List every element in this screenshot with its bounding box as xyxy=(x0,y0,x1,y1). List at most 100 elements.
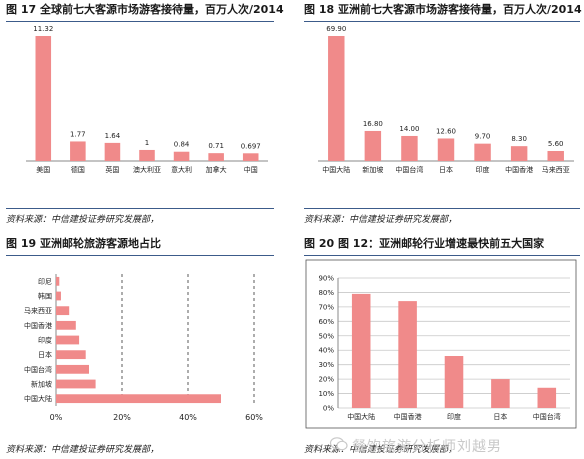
bar xyxy=(70,141,86,161)
bar xyxy=(444,356,464,408)
bar xyxy=(56,276,60,286)
panel-fig18: 图 18 亚洲前七大客源市场游客接待量，百万人次/2014 69.90 中国大陆 1… xyxy=(304,0,582,230)
chart-title: 图 19 亚洲邮轮旅游客源地占比 xyxy=(6,237,161,250)
wechat-icon xyxy=(329,437,348,451)
chart-fig20: 0% 10% 20% 30% 40% 50% 60% 70% 80% 90% 中国大陆 中国香港 印度 日… xyxy=(305,259,577,429)
bar xyxy=(56,320,76,330)
tick-label: 日本 xyxy=(493,412,507,421)
chart-source: 资料来源：中信建投证券研究发展部， xyxy=(6,215,160,225)
bar xyxy=(35,36,52,161)
bar xyxy=(242,153,259,161)
bar xyxy=(547,150,564,161)
bar xyxy=(104,142,121,161)
tick-label: 70% xyxy=(318,303,334,311)
tick-label: 30% xyxy=(318,361,334,369)
bar xyxy=(56,379,96,389)
bar xyxy=(173,151,190,161)
tick-label: 印尼 xyxy=(38,278,52,286)
chart-source: 资料来源：中信建投证券研究发展部， xyxy=(304,445,458,455)
tick-label: 中国台湾 xyxy=(533,412,561,421)
plot-frame xyxy=(305,259,577,429)
tick-label: 40% xyxy=(318,347,334,355)
data-label: 5.60 xyxy=(548,140,564,148)
tick-label: 印度 xyxy=(476,165,490,174)
bar xyxy=(56,394,221,404)
tick-label: 中国香港 xyxy=(505,165,533,174)
tick-label: 新加坡 xyxy=(31,380,52,389)
data-label: 12.60 xyxy=(436,127,456,135)
tick-label: 日本 xyxy=(38,350,52,359)
tick-label: 80% xyxy=(318,289,334,297)
bar xyxy=(56,306,70,316)
chart-fig18: 69.90 中国大陆 16.80 新加坡 14.00 中国台湾 12.60 日本 9.70 印度 8… xyxy=(318,25,574,174)
bar xyxy=(56,350,86,360)
data-label: 1.77 xyxy=(70,130,86,138)
title-rule xyxy=(6,255,274,256)
bar xyxy=(401,135,418,161)
tick-label: 90% xyxy=(318,275,334,283)
tick-label: 美国 xyxy=(36,165,50,174)
tick-label: 中国台湾 xyxy=(24,365,52,374)
bar xyxy=(474,143,491,161)
tick-label: 中国香港 xyxy=(24,321,52,330)
bar xyxy=(437,138,455,161)
tick-label: 英国 xyxy=(105,165,119,174)
bar xyxy=(208,153,224,161)
bar xyxy=(351,293,371,408)
bar xyxy=(328,36,345,161)
tick-label: 日本 xyxy=(439,165,453,174)
data-label: 16.80 xyxy=(363,120,383,128)
source-rule xyxy=(304,208,580,209)
tick-label: 中国大陆 xyxy=(24,394,52,403)
bar xyxy=(56,335,80,345)
tick-label: 50% xyxy=(318,332,334,340)
title-rule xyxy=(304,255,580,256)
tick-label: 印度 xyxy=(447,412,461,421)
tick-label: 意大利 xyxy=(171,165,192,174)
tick-label: 中国台湾 xyxy=(395,165,423,174)
tick-label: 中国 xyxy=(244,165,258,174)
chart-title: 图 17 全球前七大客源市场游客接待量，百万人次/2014 xyxy=(6,3,284,16)
tick-label: 60% xyxy=(245,413,263,422)
source-rule xyxy=(6,208,274,209)
bar xyxy=(537,387,557,408)
data-label: 0.71 xyxy=(208,142,224,150)
data-label: 8.30 xyxy=(511,135,527,143)
tick-label: 马来西亚 xyxy=(542,166,570,174)
tick-label: 中国大陆 xyxy=(347,412,375,421)
tick-label: 韩国 xyxy=(38,292,52,301)
panel-fig19: 图 19 亚洲邮轮旅游客源地占比 0% 20% 40% 60% 印尼 韩国 马来西亚 中国香港… xyxy=(6,234,274,459)
chart-title: 图 20 图 12：亚洲邮轮行业增速最快前五大国家 xyxy=(304,237,545,250)
tick-label: 0% xyxy=(50,413,63,422)
bar xyxy=(56,364,89,374)
title-rule xyxy=(6,21,274,22)
bar xyxy=(56,291,61,301)
tick-label: 中国香港 xyxy=(394,412,422,421)
chart-source: 资料来源：中信建投证券研究发展部， xyxy=(304,215,458,225)
bar xyxy=(491,379,510,408)
chart-source: 资料来源：中信建投证券研究发展部， xyxy=(6,445,160,455)
data-label: 1.64 xyxy=(105,132,121,140)
data-label: 11.32 xyxy=(33,25,53,33)
panel-fig20: 图 20 图 12：亚洲邮轮行业增速最快前五大国家 0% 10% 20% 30% 40%… xyxy=(304,234,580,459)
data-label: 1 xyxy=(145,139,149,147)
tick-label: 20% xyxy=(318,376,334,384)
bar xyxy=(398,301,417,408)
tick-label: 德国 xyxy=(71,165,85,174)
tick-label: 加拿大 xyxy=(206,165,227,174)
data-label: 9.70 xyxy=(475,133,491,141)
data-label: 0.697 xyxy=(241,142,261,150)
panel-fig17: 图 17 全球前七大客源市场游客接待量，百万人次/2014 11.32 美国 1.7… xyxy=(6,0,284,230)
tick-label: 新加坡 xyxy=(362,165,383,174)
chart-title: 图 18 亚洲前七大客源市场游客接待量，百万人次/2014 xyxy=(304,3,582,16)
bar xyxy=(510,146,528,161)
tick-label: 印度 xyxy=(38,336,52,345)
tick-label: 10% xyxy=(318,390,334,398)
tick-label: 澳大利亚 xyxy=(133,165,161,174)
chart-fig17: 11.32 美国 1.77 德国 1.64 英国 1 澳大利亚 0.84 意大利 0.71 加拿大 0.… xyxy=(26,25,268,174)
data-label: 0.84 xyxy=(174,141,190,149)
tick-label: 中国大陆 xyxy=(322,165,350,174)
tick-label: 40% xyxy=(179,413,197,422)
title-rule xyxy=(304,21,580,22)
